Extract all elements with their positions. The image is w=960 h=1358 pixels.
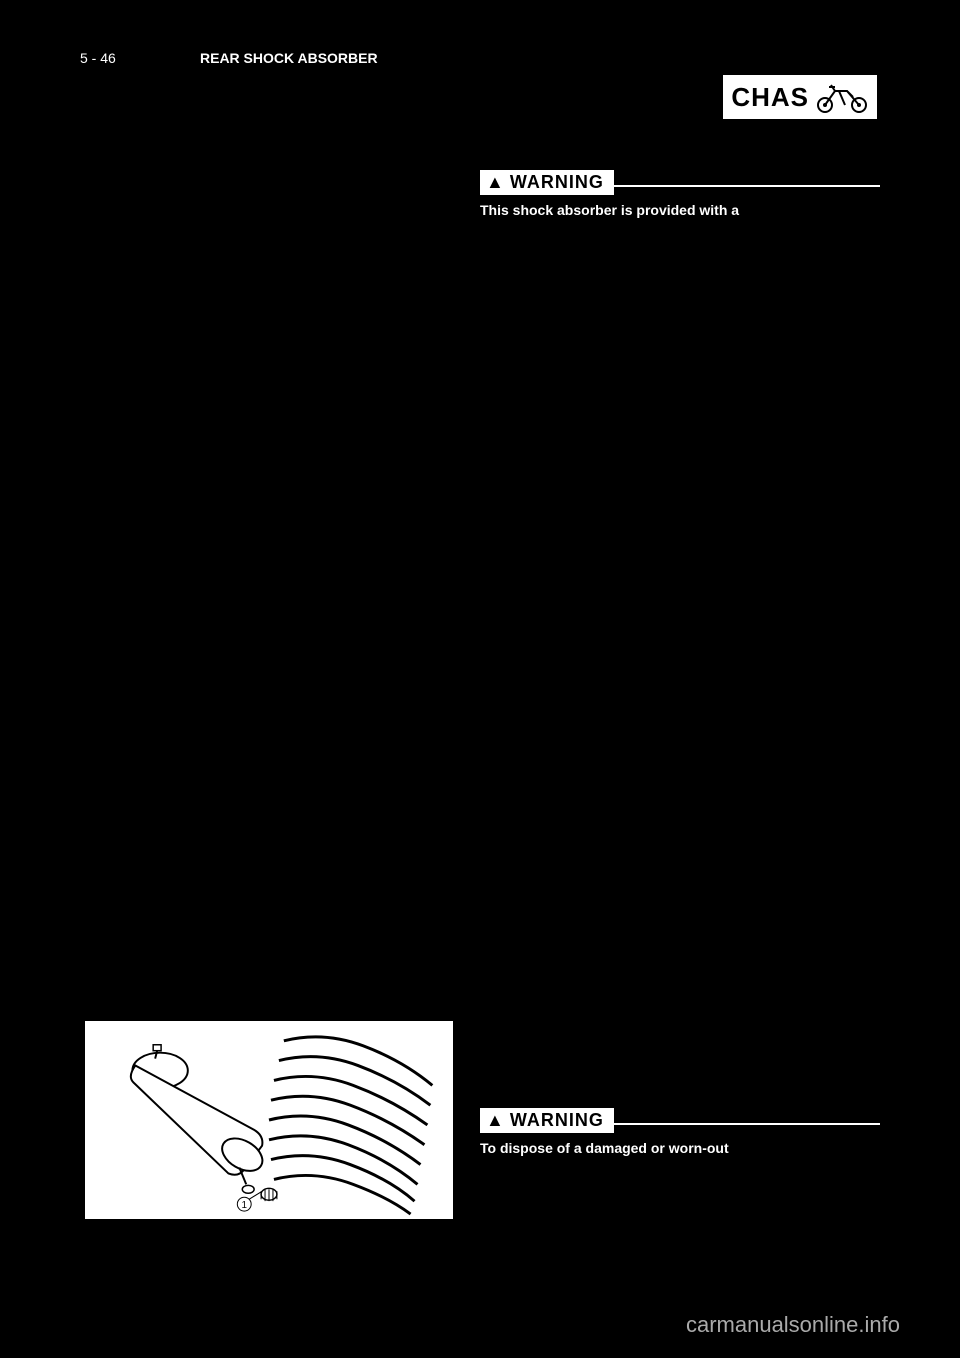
warning-text-2: To dispose of a damaged or worn-out — [480, 1138, 880, 1159]
warning-triangle-icon: ▲ — [486, 172, 504, 193]
warning-label-1: WARNING — [510, 172, 604, 193]
page-number: 5 - 46 — [80, 50, 116, 66]
watermark: carmanualsonline.info — [686, 1312, 900, 1338]
warning-box-1: ▲ WARNING — [480, 170, 614, 195]
warning-box-2: ▲ WARNING — [480, 1108, 614, 1133]
chas-badge: CHAS — [720, 72, 880, 122]
section-title: REAR SHOCK ABSORBER — [200, 50, 378, 66]
warning-triangle-icon-2: ▲ — [486, 1110, 504, 1131]
chas-label: CHAS — [731, 82, 809, 113]
svg-text:1: 1 — [241, 1200, 247, 1211]
warning-text-1: This shock absorber is provided with a — [480, 200, 880, 221]
shock-absorber-figure: 1 — [84, 1020, 454, 1220]
warning-label-2: WARNING — [510, 1110, 604, 1131]
motorcycle-icon — [815, 79, 869, 115]
page-container: 5 - 46 REAR SHOCK ABSORBER CHAS ▲ WARNIN… — [0, 0, 960, 1358]
